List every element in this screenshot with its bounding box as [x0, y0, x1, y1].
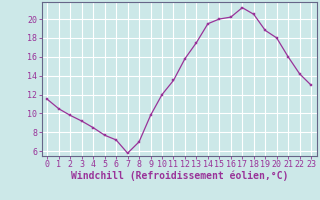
X-axis label: Windchill (Refroidissement éolien,°C): Windchill (Refroidissement éolien,°C): [70, 171, 288, 181]
